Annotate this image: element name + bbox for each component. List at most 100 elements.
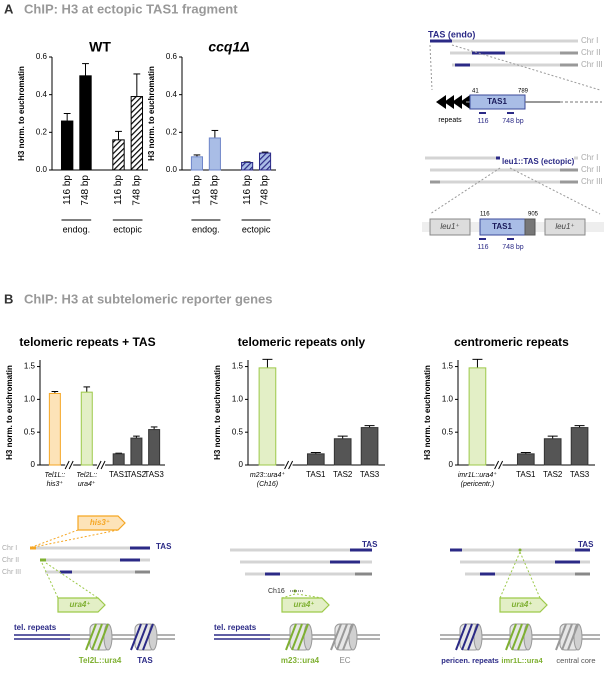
repeat-arrow: [460, 95, 470, 109]
chromosome-label: Chr I: [581, 153, 598, 162]
axis-break: [494, 460, 500, 470]
y-tick-label: 0.6: [166, 52, 178, 61]
connector: [45, 562, 99, 599]
x-tick-label: TAS1: [109, 470, 129, 479]
bar: [306, 453, 325, 466]
label: 116: [477, 244, 488, 251]
bar: [80, 391, 93, 466]
bar: [79, 75, 92, 171]
x-tick-label: 116 bp: [113, 175, 124, 205]
reporter-tag: [57, 597, 106, 613]
x-tick-label: 116 bp: [242, 175, 253, 205]
y-tick-label: 0.5: [232, 427, 244, 436]
chart-title: centromeric repeats: [454, 335, 569, 349]
nucleosome-face: [473, 623, 483, 651]
axis-break-mask: [284, 461, 293, 469]
dna-wrap: [285, 623, 297, 651]
nucleosome-face: [148, 623, 158, 651]
locus-dot: [518, 548, 522, 552]
chromosome-label: Chr I: [581, 36, 598, 45]
label: 116: [477, 118, 488, 125]
x-tick-label: TAS1: [306, 470, 326, 479]
bar: [130, 96, 144, 171]
connector: [33, 529, 119, 548]
dna-wrap: [517, 623, 529, 651]
dna-wrap: [91, 623, 103, 651]
chromosome-label: Chr III: [581, 60, 603, 69]
y-tick-label: 0.0: [166, 165, 178, 174]
y-tick-label: 0.2: [36, 127, 48, 136]
nucleosome-face: [303, 623, 313, 651]
x-tick-label: TAS2: [127, 470, 147, 479]
label: imr1L::ura4: [501, 656, 543, 665]
x-tick-label: 116 bp: [192, 175, 203, 205]
nucleosome-face: [103, 623, 113, 651]
label: m23::ura4: [281, 656, 320, 665]
repeat-arrow: [452, 95, 462, 109]
dna-wrap: [130, 623, 142, 651]
chromosome-label: Chr III: [2, 569, 21, 576]
label: leu1⁺: [555, 222, 574, 231]
x-tick-label: m23::ura4⁺ (Ch16): [250, 471, 286, 488]
bar: [360, 427, 379, 466]
label: repeats: [438, 117, 462, 124]
panel-letter: B: [4, 291, 13, 306]
y-tick-label: 0: [239, 460, 244, 469]
axis-break: [96, 460, 102, 470]
axis-break: [498, 460, 504, 470]
y-tick-label: 1.0: [232, 394, 244, 403]
label: Tel2L::ura4: [79, 656, 122, 665]
reporter-tag: [499, 597, 548, 613]
dna-wrap: [461, 623, 473, 651]
axis-break-mask: [97, 461, 106, 469]
connector: [519, 551, 541, 599]
x-tick-label: TAS1: [516, 470, 536, 479]
bar: [333, 438, 352, 466]
chromosome-label: Chr II: [581, 165, 601, 174]
bar: [570, 427, 589, 466]
chromosome-label: Chr II: [2, 557, 19, 564]
dna-wrap: [97, 623, 109, 651]
x-tick-label: imr1L::ura4⁺ (pericentr.): [458, 471, 497, 488]
chart-title: telomeric repeats only: [238, 335, 366, 349]
axis-break-mask: [65, 461, 74, 469]
connector: [31, 529, 79, 548]
bar: [516, 453, 535, 466]
dna-wrap: [342, 623, 354, 651]
label: ura4⁺: [511, 600, 532, 609]
y-tick-label: 0.4: [36, 90, 48, 99]
y-tick-label: 0: [31, 460, 36, 469]
chromosome-label: Chr II: [581, 48, 601, 57]
bar: [208, 137, 221, 171]
chart-title: WT: [89, 39, 111, 55]
x-tick-label: 748 bp: [260, 175, 271, 206]
label: TAS (endo): [428, 29, 475, 39]
connector: [429, 167, 501, 215]
y-tick-label: 0.0: [36, 165, 48, 174]
label: Ch16: [268, 588, 285, 595]
connector: [296, 593, 323, 599]
panel-title: ChIP: H3 at subtelomeric reporter genes: [24, 291, 273, 306]
x-tick-label: Tel1L:: his3⁺: [44, 472, 65, 488]
reporter-tag: [77, 515, 126, 531]
y-tick-label: 0.4: [166, 90, 178, 99]
y-tick-label: 0.6: [36, 52, 48, 61]
panel-title: ChIP: H3 at ectopic TAS1 fragment: [24, 1, 238, 16]
dna-wrap: [291, 623, 303, 651]
bar: [241, 161, 254, 171]
label: 905: [528, 212, 539, 218]
tas-end: [524, 218, 536, 236]
dna-wrap: [467, 623, 479, 651]
label: 789: [518, 89, 529, 95]
group-label: endog.: [192, 224, 220, 234]
x-tick-label: TAS3: [144, 470, 164, 479]
connector: [41, 562, 59, 599]
dna-wrap: [330, 623, 342, 651]
label: leu1⁺: [440, 222, 459, 231]
dna-wrap: [505, 623, 517, 651]
axis-break: [284, 460, 290, 470]
x-tick-label: 116 bp: [62, 175, 73, 205]
bar: [130, 437, 143, 466]
label: TAS: [156, 542, 172, 551]
connector: [499, 551, 521, 599]
